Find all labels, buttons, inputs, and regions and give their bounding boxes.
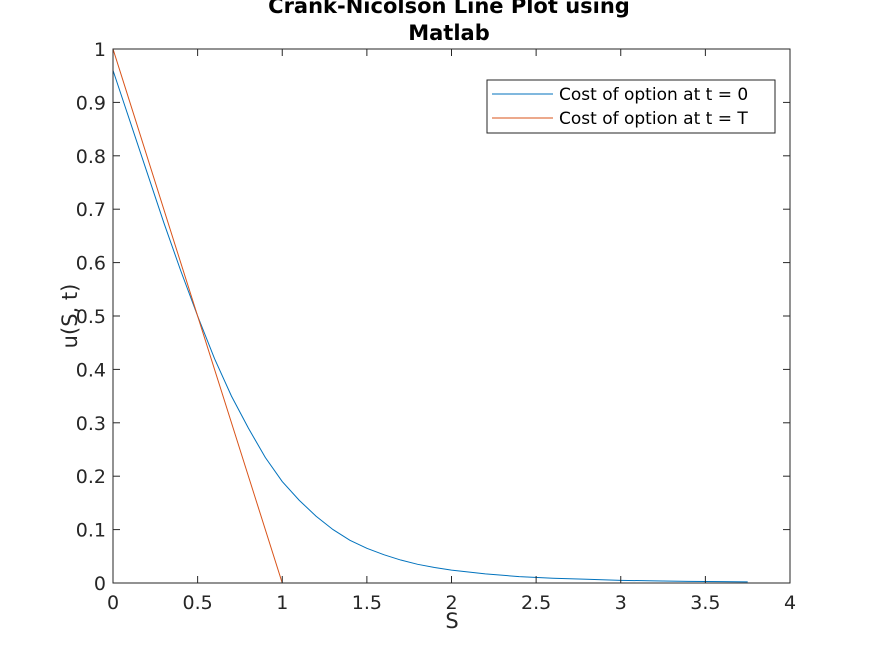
x-tick-label-0: 0 [107,592,119,614]
title-line-2: Matlab [408,21,490,45]
x-axis-label: S [445,609,458,633]
y-tick-label-6: 0.6 [76,253,106,275]
y-tick-label-5: 0.5 [76,306,106,328]
x-tick-label-6: 3 [615,592,627,614]
y-tick-label-7: 0.7 [76,199,106,221]
x-tick-label-2: 1 [276,592,288,614]
legend-label-0: Cost of option at t = 0 [559,85,748,105]
x-tick-label-1: 0.5 [183,592,213,614]
ticks-layer: 0 0.5 1 1.5 2 2.5 3 3.5 4 0 0.1 0.2 0.3 0.4 0.5 0.6 0.7 0… [76,39,796,614]
title-line-1: Crank-Nicolson Line Plot using [268,0,630,18]
plot-area [113,49,790,583]
y-tick-label-3: 0.3 [76,413,106,435]
y-axis-label: u(S, t) [58,284,82,349]
legend[interactable]: Cost of option at t = 0 Cost of option a… [486,79,776,134]
chart-title: Crank-Nicolson Line Plot using Matlab [268,0,630,45]
legend-label-1: Cost of option at t = T [559,109,748,129]
y-tick-label-10: 1 [94,39,106,61]
x-tick-label-8: 4 [784,592,796,614]
x-tick-label-7: 3.5 [690,592,720,614]
x-tick-label-4: 2 [445,592,457,614]
x-tick-label-3: 1.5 [352,592,382,614]
x-tick-label-5: 2.5 [521,592,551,614]
y-tick-label-2: 0.2 [76,466,106,488]
y-tick-label-8: 0.8 [76,146,106,168]
y-tick-label-9: 0.9 [76,92,106,114]
y-tick-label-1: 0.1 [76,520,106,542]
y-tick-label-4: 0.4 [76,359,106,381]
legend-box [486,79,776,134]
y-tick-label-0: 0 [94,573,106,595]
